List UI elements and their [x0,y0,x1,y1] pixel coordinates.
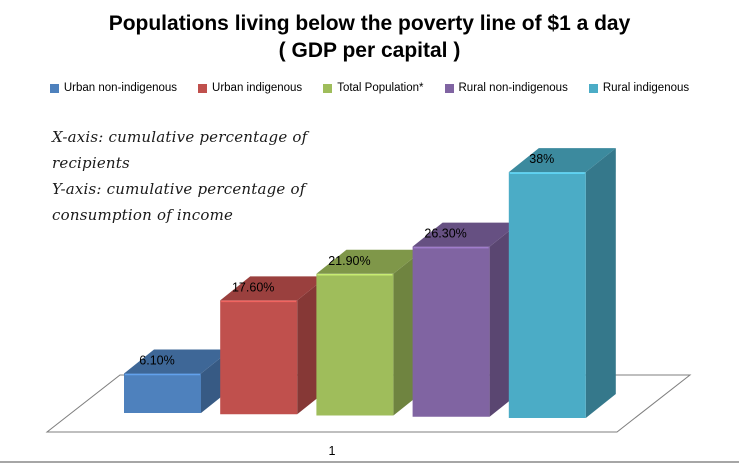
bar-value-label: 17.60% [232,280,274,294]
axis-note-line: consumption of income [52,206,234,224]
bar-top-face [220,276,328,301]
legend-label: Urban non-indigenous [63,82,178,94]
legend-item-total-population[interactable]: Total Population* [323,82,424,94]
bar-value-label: 38% [529,152,554,166]
legend-swatch-icon [444,83,454,93]
axis-note-line: X-axis: cumulative percentage of [52,128,308,146]
legend-swatch-icon [588,83,598,93]
legend-item-rural-indigenous[interactable]: Rural indigenous [588,82,690,94]
axis-note: X-axis: cumulative percentage of recipie… [52,124,322,228]
bar-rural-indigenous[interactable] [508,172,586,418]
bar-total-population[interactable] [316,273,394,416]
chart-title: Populations living below the poverty lin… [0,10,739,64]
bar-rural-non-indigenous[interactable] [412,246,490,417]
axis-note-line: Y-axis: cumulative percentage of [52,180,306,198]
axis-note-line: recipients [52,154,130,172]
bar-value-label: 26.30% [424,227,466,241]
legend-swatch-icon [323,83,333,93]
bottom-border-line [0,461,739,463]
legend-swatch-icon [198,83,208,93]
legend-label: Total Population* [337,82,424,94]
category-label: 1 [329,444,336,458]
bar-urban-non-indigenous[interactable] [124,373,201,413]
legend-label: Rural non-indigenous [458,82,568,94]
chart-legend: Urban non-indigenous Urban indigenous To… [0,82,739,94]
bar-top-face [316,249,424,274]
bar-top-face [412,222,520,247]
legend-item-rural-non-indigenous[interactable]: Rural non-indigenous [444,82,568,94]
legend-item-urban-non-indigenous[interactable]: Urban non-indigenous [49,82,178,94]
chart-title-line1: Populations living below the poverty lin… [108,12,631,35]
legend-swatch-icon [49,83,59,93]
bar-value-label: 21.90% [328,254,370,268]
legend-label: Urban indigenous [212,82,303,94]
bar-side-face [585,148,616,418]
chart-title-line2: ( GDP per capital ) [278,39,461,62]
bar-top-face [508,148,616,173]
bar-urban-indigenous[interactable] [220,300,298,415]
legend-item-urban-indigenous[interactable]: Urban indigenous [198,82,302,94]
bar-top-face [124,349,231,374]
bar-value-label: 6.10% [139,354,174,368]
legend-label: Rural indigenous [602,82,690,94]
